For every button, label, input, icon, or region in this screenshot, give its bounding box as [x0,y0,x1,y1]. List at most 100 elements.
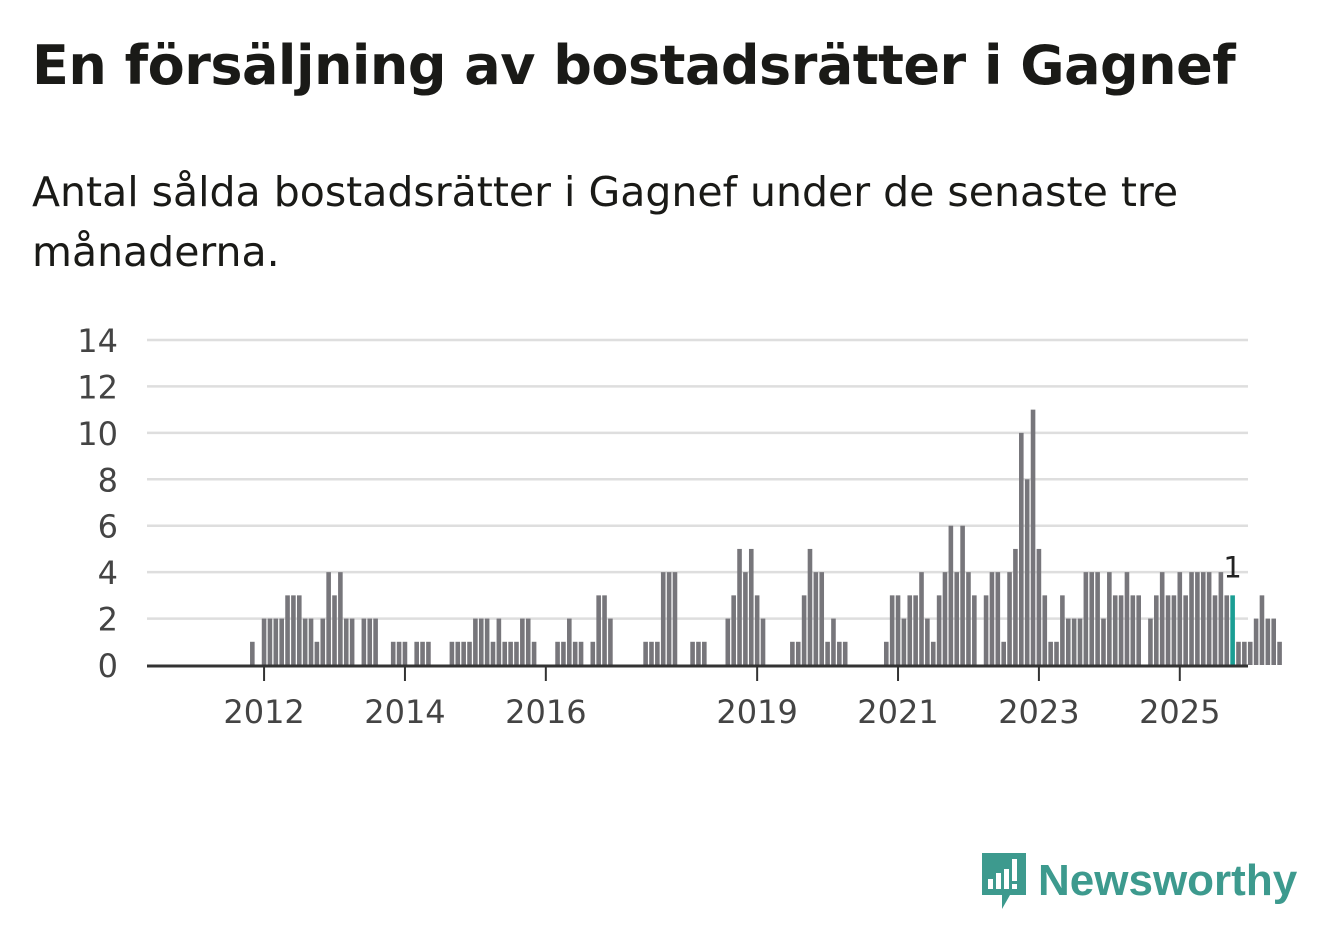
bar [972,595,977,665]
annotations: 1 [1223,550,1241,584]
bar [696,641,701,665]
bar [954,572,960,665]
bar [795,641,801,665]
bar [1242,641,1247,665]
bar [1130,595,1136,665]
bar [660,572,666,665]
bar [702,641,707,665]
bar-chart: 0 2 4 6 8 10 12 14 2012 2014 2016 2019 2021 2023 2025… [77,322,1282,731]
bar [960,525,965,665]
bar [1118,595,1124,665]
y-tick-label: 0 [98,647,118,685]
bar [1054,641,1059,665]
bar [666,572,672,665]
bar [261,618,267,665]
bar [743,572,748,665]
bar [889,595,895,665]
highlighted-bar [1230,595,1235,665]
bar [567,618,572,665]
bar [338,572,343,665]
bar [731,595,736,665]
bar [643,641,648,665]
bar [995,572,1001,665]
bar [514,641,519,665]
brand-name: Newsworthy [1038,856,1298,905]
bar [1036,548,1042,665]
bar [831,618,836,665]
bar [1148,618,1153,665]
bar [942,572,948,665]
bar [308,618,314,665]
bar [1259,595,1265,665]
bar [578,641,584,665]
bar [1271,618,1277,665]
x-tick-label: 2019 [716,693,797,731]
bar [925,618,930,665]
bar [596,595,601,665]
latest-value-label: 1 [1223,550,1241,584]
x-axis-labels: 2012 2014 2016 2019 2021 2023 2025 [223,667,1221,731]
bar [1265,618,1271,665]
bar [555,641,560,665]
bar [332,595,337,665]
bar [250,641,255,665]
bar [561,641,566,665]
x-tick-label: 2016 [505,693,586,731]
bar [449,641,455,665]
bar [302,618,308,665]
bar [1195,572,1200,665]
bar [1019,432,1024,665]
bar [502,641,508,665]
bar [367,618,373,665]
bar [461,641,466,665]
bar [760,618,766,665]
bar [602,595,607,665]
bar [273,618,279,665]
bar [285,595,290,665]
y-tick-label: 10 [77,415,118,453]
bar [525,618,531,665]
bar [919,572,924,665]
bar [1089,572,1095,665]
bar [296,595,302,665]
bar [1065,618,1071,665]
x-tick-label: 2021 [857,693,938,731]
gridlines [147,338,1248,620]
bar [531,641,537,665]
bar [414,641,419,665]
bar [1030,409,1036,665]
bar [1024,479,1030,665]
bar [467,641,472,665]
x-tick-label: 2023 [998,693,1079,731]
bar [520,618,525,665]
y-tick-label: 4 [98,554,118,592]
bar [402,641,408,665]
y-tick-label: 8 [98,461,118,499]
bar [1077,618,1083,665]
bar [1048,641,1053,665]
bar [819,572,825,665]
bar [496,618,502,665]
bar [590,641,596,665]
bar [913,595,918,665]
bar [1095,572,1100,665]
bar [936,595,942,665]
bar [1177,572,1183,665]
bar [1101,618,1106,665]
y-tick-label: 14 [77,322,118,360]
bar [1060,595,1065,665]
bar [842,641,848,665]
bar [737,548,742,665]
bar [572,641,578,665]
bar [672,572,678,665]
bar [1247,641,1253,665]
bar [690,641,695,665]
bar [608,618,613,665]
bar [426,641,431,665]
bar [478,618,484,665]
bar [801,595,807,665]
bar [1124,572,1130,665]
bar [484,618,490,665]
bar [326,572,331,665]
chart-subtitle: Antal sålda bostadsrätter i Gagnef under… [32,168,1179,276]
